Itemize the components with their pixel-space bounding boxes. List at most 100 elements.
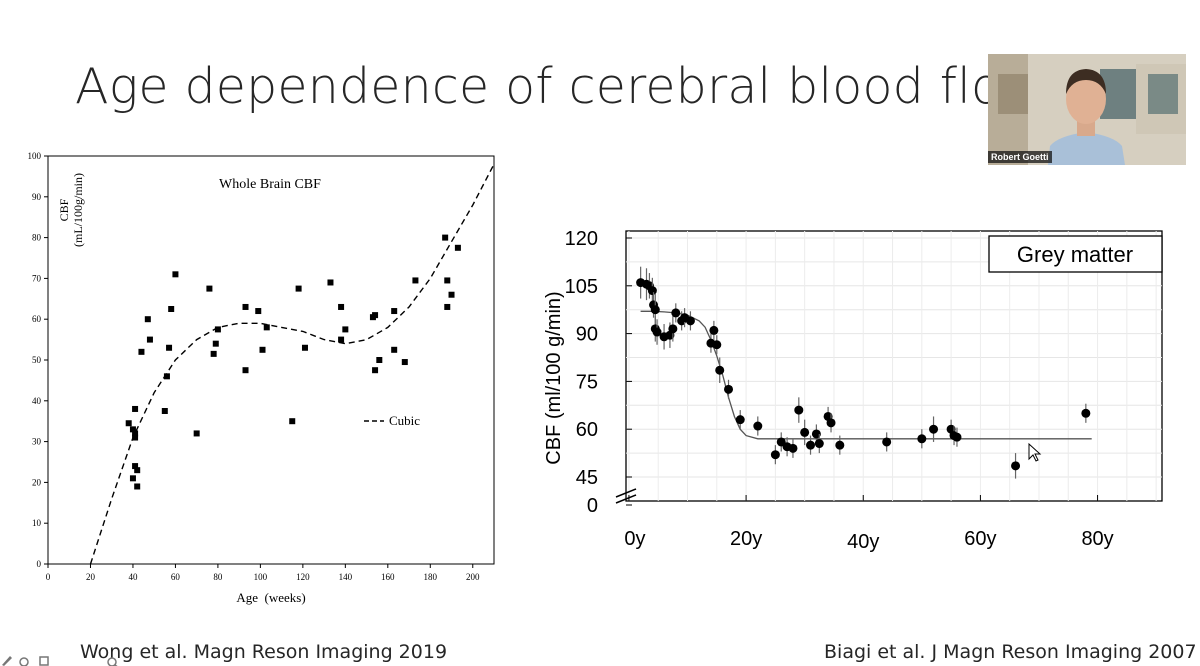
chart2-xtick-label: 80y	[1081, 528, 1113, 550]
chart1-xtick-label: 40	[128, 572, 138, 582]
grid-icon[interactable]	[39, 656, 49, 666]
chart2-data-point	[835, 440, 845, 450]
mouse-cursor-icon	[1028, 442, 1042, 462]
chart1-data-point	[132, 430, 139, 437]
chart1-ytick-label: 70	[32, 273, 42, 283]
chart2-data-point	[685, 316, 695, 326]
webcam-participant-name: Robert Goetti	[988, 151, 1052, 163]
chart2-data-point	[709, 325, 719, 335]
chart1-data-point	[146, 336, 153, 343]
chart2-fit-line	[640, 310, 1092, 440]
chart1-xtick-label: 60	[171, 572, 181, 582]
chart1-xtick-label: 100	[254, 572, 268, 582]
chart1-ytick-label: 90	[32, 192, 42, 202]
chart1-data-point	[301, 344, 308, 351]
chart1-data-point	[168, 306, 175, 312]
chart1-ytick-label: 40	[32, 396, 42, 406]
pen-icon[interactable]	[2, 656, 12, 666]
chart1-xtick-label: 140	[339, 572, 353, 582]
slideshow-toolbar[interactable]	[0, 652, 140, 666]
whole-brain-cbf-chart: 0 20 40 60 80 100 120 140 160 180 200 0 10 20 30 40 50 60…	[28, 151, 495, 605]
chart2-data-point	[794, 405, 804, 415]
chart1-data-point	[212, 340, 219, 347]
chart1-xtick-label: 80	[213, 572, 223, 582]
chart2-ytick-label: 60	[576, 419, 598, 441]
chart2-xtick-label: 0y	[624, 528, 645, 550]
chart1-data-point	[444, 277, 451, 284]
webcam-person-icon	[988, 54, 1186, 165]
chart1-xtick-label: 200	[466, 572, 480, 582]
chart1-data-point	[289, 418, 296, 425]
chart2-data-point	[647, 286, 657, 296]
chart1-data-point	[327, 279, 334, 286]
webcam-video: Robert Goetti	[988, 54, 1186, 165]
chart2-data-point	[724, 384, 734, 394]
chart2-xtick-label: 20y	[730, 528, 762, 550]
chart1-data-point	[210, 350, 217, 357]
chart1-ytick-label: 10	[32, 518, 42, 528]
chart1-title: Whole Brain CBF	[219, 177, 321, 192]
chart2-ytick-label: 45	[576, 467, 598, 489]
chart1-data-point	[138, 348, 145, 355]
chart1-data-point	[259, 346, 266, 353]
chart1-data-point	[134, 467, 141, 474]
chart1-data-point	[242, 303, 249, 310]
chart1-xtick-label: 20	[86, 572, 96, 582]
chart1-ytick-label: 60	[32, 314, 42, 324]
chart2-data-point	[788, 443, 798, 453]
chart2-plot-frame	[625, 230, 1163, 502]
chart1-data-point	[444, 303, 451, 310]
chart1-data-point	[412, 277, 419, 284]
chart1-data-point	[132, 405, 139, 412]
chart1-data-point	[242, 367, 249, 374]
chart2-data-point	[806, 440, 816, 450]
chart2-legend-box	[988, 235, 1163, 273]
chart1-data-point	[134, 483, 141, 490]
chart2-data-point	[650, 305, 660, 315]
chart2-legend-label: Grey matter	[1017, 242, 1133, 267]
chart2-data-point	[811, 429, 821, 439]
chart1-data-point	[144, 316, 151, 323]
chart1-data-point	[125, 420, 132, 427]
zoom-icon[interactable]	[107, 657, 119, 666]
chart2-data-point	[882, 437, 892, 447]
chart1-data-point	[391, 346, 398, 353]
chart2-xtick-label: 60y	[964, 528, 996, 550]
chart1-ytick-label: 0	[37, 559, 42, 569]
chart2-data-point	[929, 424, 939, 434]
chart1-data-point	[442, 234, 449, 241]
chart1-data-point	[255, 308, 262, 315]
chart1-ylabel-line2: (mL/100g/min)	[71, 173, 85, 247]
chart1-xtick-label: 120	[296, 572, 310, 582]
chart1-data-point	[338, 303, 345, 310]
chart1-data-point	[132, 434, 139, 441]
chart1-data-point	[166, 344, 173, 351]
chart1-data-point	[163, 373, 170, 380]
pointer-icon[interactable]	[19, 657, 29, 666]
chart1-data-point	[295, 285, 302, 292]
chart1-data-point	[172, 271, 179, 278]
chart1-plot-frame	[47, 155, 495, 565]
chart1-legend-label: Cubic	[389, 413, 420, 428]
chart2-ytick-label: 105	[565, 276, 598, 298]
chart2-xtick-label: 40y	[847, 531, 879, 553]
chart2-ylabel: CBF (ml/100 g/min)	[543, 291, 565, 464]
chart1-xtick-label: 0	[46, 572, 51, 582]
chart1-data-point	[372, 367, 379, 374]
chart1-data-point	[193, 430, 200, 437]
chart2-data-point	[1011, 461, 1021, 471]
chart1-data-point	[206, 285, 213, 292]
chart1-data-point	[342, 326, 349, 333]
chart2-data-point	[917, 434, 927, 444]
citation-left: Wong et al. Magn Reson Imaging 2019	[80, 641, 448, 663]
chart2-data-point	[652, 327, 662, 337]
chart2-data-point	[826, 418, 836, 428]
chart2-ytick-label: 75	[576, 371, 598, 393]
chart1-data-point	[263, 324, 270, 331]
chart1-xtick-label: 160	[381, 572, 395, 582]
chart1-data-point	[214, 326, 221, 333]
chart1-ytick-label: 30	[32, 437, 42, 447]
chart1-xtick-label: 180	[424, 572, 438, 582]
chart2-data-point	[1081, 408, 1091, 418]
chart1-data-point	[338, 336, 345, 343]
